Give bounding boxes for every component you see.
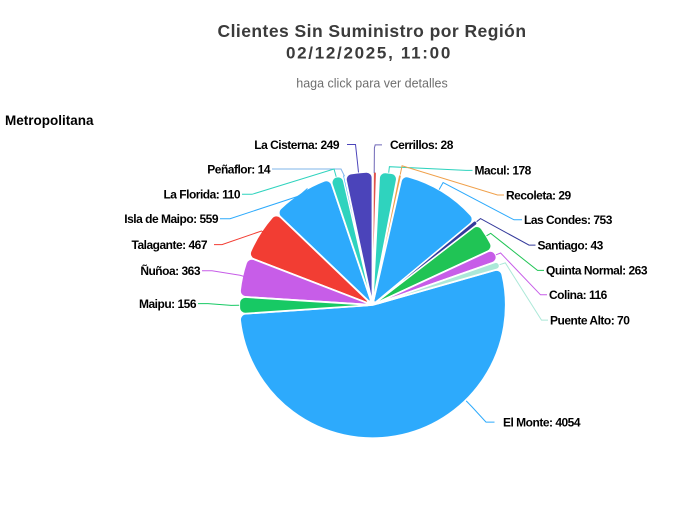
svg-text:Isla de Maipo: 559: Isla de Maipo: 559 <box>124 212 219 226</box>
svg-text:Recoleta: 29: Recoleta: 29 <box>506 188 572 202</box>
svg-text:haga click para ver detalles: haga click para ver detalles <box>296 77 447 91</box>
svg-text:La Florida: 110: La Florida: 110 <box>163 188 240 202</box>
svg-text:Maipu: 156: Maipu: 156 <box>139 297 197 311</box>
svg-text:Puente Alto: 70: Puente Alto: 70 <box>550 313 630 327</box>
svg-text:Ñuñoa: 363: Ñuñoa: 363 <box>140 263 201 278</box>
svg-text:Las Condes: 753: Las Condes: 753 <box>524 213 613 227</box>
svg-text:Cerrillos: 28: Cerrillos: 28 <box>390 138 454 152</box>
svg-text:Santiago: 43: Santiago: 43 <box>538 238 604 252</box>
svg-text:Metropolitana: Metropolitana <box>5 113 94 128</box>
svg-text:La Cisterna: 249: La Cisterna: 249 <box>254 138 340 152</box>
svg-text:Clientes Sin Suministro por Re: Clientes Sin Suministro por Región <box>218 21 527 41</box>
svg-text:Macul: 178: Macul: 178 <box>475 164 532 178</box>
svg-text:02/12/2025, 11:00: 02/12/2025, 11:00 <box>286 44 452 63</box>
svg-text:Colina: 116: Colina: 116 <box>549 288 608 302</box>
svg-text:Talagante: 467: Talagante: 467 <box>132 238 208 252</box>
svg-text:El Monte: 4054: El Monte: 4054 <box>503 415 581 429</box>
svg-text:Peñaflor: 14: Peñaflor: 14 <box>207 162 271 176</box>
svg-text:Quinta Normal: 263: Quinta Normal: 263 <box>546 264 648 278</box>
